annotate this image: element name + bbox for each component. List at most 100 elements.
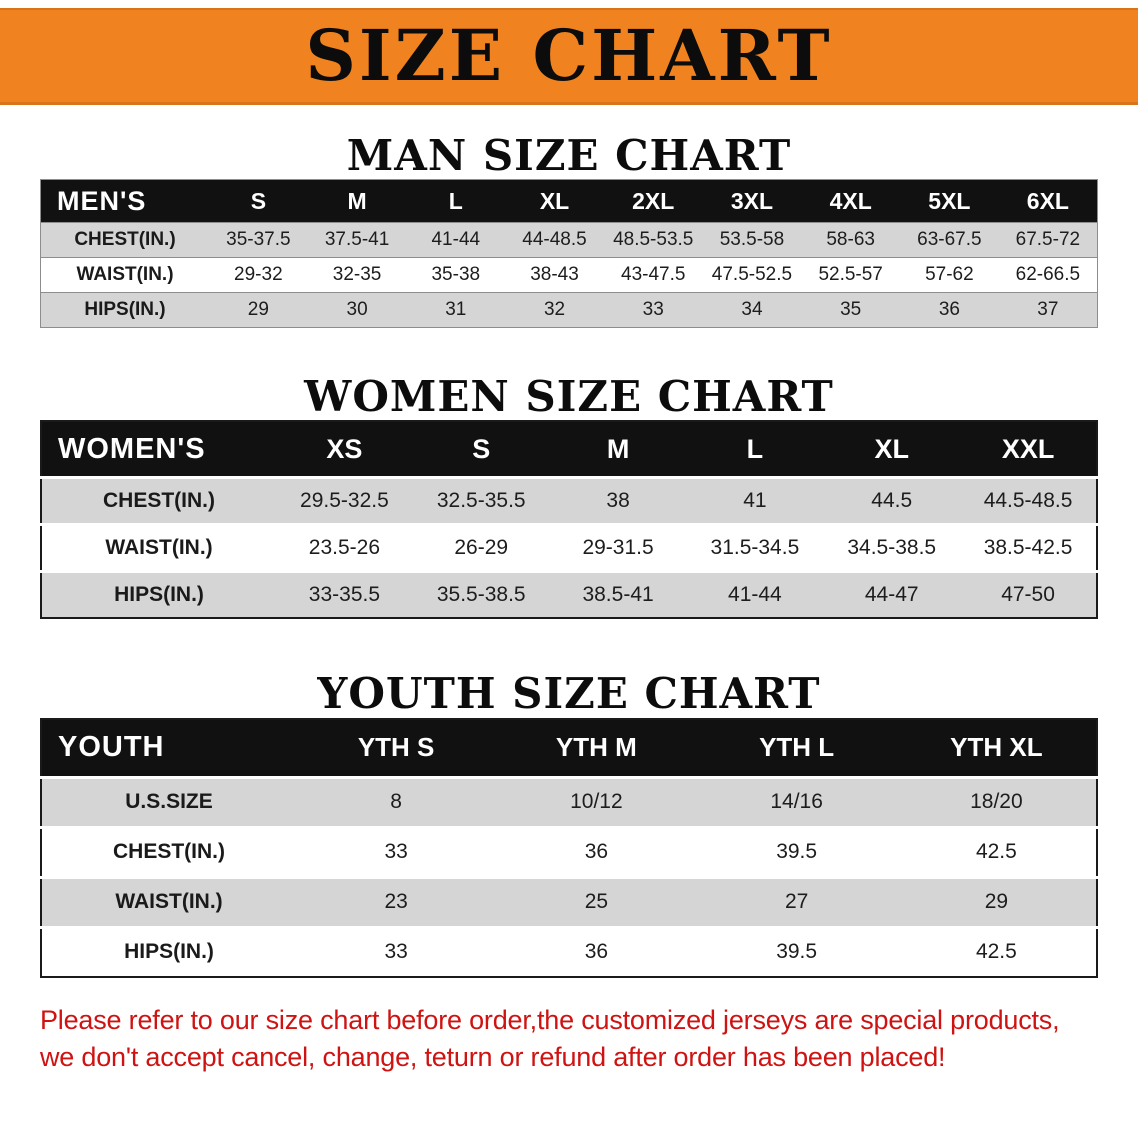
table-corner-label: MEN'S bbox=[40, 179, 209, 224]
row-label: HIPS(IN.) bbox=[41, 570, 276, 619]
size-column-header: XL bbox=[505, 179, 604, 224]
size-value-cell: 47.5-52.5 bbox=[702, 257, 802, 294]
size-column-header: M bbox=[549, 421, 687, 478]
size-value-cell: 30 bbox=[307, 292, 407, 329]
size-value-cell: 47-50 bbox=[960, 570, 1097, 619]
measurement-row: CHEST(IN.) 33 36 39.5 42.5 bbox=[41, 825, 1097, 878]
size-column-header: XL bbox=[823, 421, 961, 478]
size-value-cell: 42.5 bbox=[896, 825, 1097, 878]
size-value-cell: 26-29 bbox=[412, 523, 550, 572]
size-column-header: 6XL bbox=[998, 179, 1098, 224]
size-column-header: L bbox=[686, 421, 824, 478]
size-value-cell: 31.5-34.5 bbox=[686, 523, 824, 572]
size-value-cell: 33 bbox=[296, 925, 497, 977]
size-value-cell: 23 bbox=[296, 875, 497, 928]
size-value-cell: 36 bbox=[496, 825, 697, 878]
size-value-cell: 67.5-72 bbox=[998, 222, 1098, 259]
women-size-section: WOMEN SIZE CHART WOMEN'S XS S M L XL XXL CHEST(… bbox=[0, 372, 1138, 620]
size-value-cell: 36 bbox=[900, 292, 999, 329]
size-value-cell: 25 bbox=[496, 875, 697, 928]
disclaimer-text: Please refer to our size chart before or… bbox=[40, 1002, 1138, 1078]
measurement-row: WAIST(IN.) 23 25 27 29 bbox=[41, 875, 1097, 928]
size-value-cell: 33 bbox=[296, 825, 497, 878]
page-title: SIZE CHART bbox=[305, 14, 833, 97]
size-value-cell: 29-32 bbox=[209, 257, 308, 294]
size-value-cell: 23.5-26 bbox=[276, 523, 413, 572]
size-column-header: YTH S bbox=[296, 718, 497, 778]
measurement-row: WAIST(IN.) 23.5-26 26-29 29-31.5 31.5-34.5 34… bbox=[41, 523, 1097, 572]
size-value-cell: 44.5-48.5 bbox=[960, 476, 1097, 525]
size-value-cell: 29 bbox=[896, 875, 1097, 928]
row-label: CHEST(IN.) bbox=[41, 476, 276, 525]
size-value-cell: 39.5 bbox=[696, 925, 897, 977]
size-value-cell: 29 bbox=[209, 292, 308, 329]
size-value-cell: 57-62 bbox=[900, 257, 999, 294]
size-value-cell: 38-43 bbox=[505, 257, 604, 294]
measurement-row: WAIST(IN.) 29-32 32-35 35-38 38-43 43-47.5 47.… bbox=[40, 257, 1098, 294]
disclaimer-line-1: Please refer to our size chart before or… bbox=[40, 1004, 1060, 1035]
size-column-header: YTH M bbox=[496, 718, 697, 778]
measurement-row: HIPS(IN.) 33-35.5 35.5-38.5 38.5-41 41-44 44-… bbox=[41, 570, 1097, 619]
measurement-row: HIPS(IN.) 33 36 39.5 42.5 bbox=[41, 925, 1097, 977]
size-value-cell: 52.5-57 bbox=[801, 257, 901, 294]
size-value-cell: 27 bbox=[696, 875, 897, 928]
size-value-cell: 10/12 bbox=[496, 775, 697, 828]
size-column-header: S bbox=[209, 179, 308, 224]
size-value-cell: 34.5-38.5 bbox=[823, 523, 961, 572]
size-column-header: L bbox=[406, 179, 506, 224]
size-value-cell: 53.5-58 bbox=[702, 222, 802, 259]
table-corner-label: YOUTH bbox=[41, 718, 296, 778]
women-size-table: WOMEN'S XS S M L XL XXL CHEST(IN.) 29.5-32.5 32.5… bbox=[40, 420, 1098, 620]
size-value-cell: 41 bbox=[686, 476, 824, 525]
size-column-header: 5XL bbox=[900, 179, 999, 224]
measurement-row: CHEST(IN.) 35-37.5 37.5-41 41-44 44-48.5 48.5… bbox=[40, 222, 1098, 259]
size-value-cell: 29-31.5 bbox=[549, 523, 687, 572]
size-value-cell: 32 bbox=[505, 292, 604, 329]
size-value-cell: 38.5-42.5 bbox=[960, 523, 1097, 572]
men-size-table: MEN'S S M L XL 2XL 3XL 4XL 5XL 6XL CHEST(IN.) 35-37… bbox=[40, 179, 1098, 329]
row-label: CHEST(IN.) bbox=[41, 825, 296, 878]
size-value-cell: 62-66.5 bbox=[998, 257, 1098, 294]
size-value-cell: 38.5-41 bbox=[549, 570, 687, 619]
size-column-header: YTH XL bbox=[896, 718, 1097, 778]
size-value-cell: 63-67.5 bbox=[900, 222, 999, 259]
size-value-cell: 44.5 bbox=[823, 476, 961, 525]
size-value-cell: 8 bbox=[296, 775, 497, 828]
size-column-header: 3XL bbox=[702, 179, 802, 224]
size-column-header: M bbox=[307, 179, 407, 224]
size-column-header: 4XL bbox=[801, 179, 901, 224]
size-value-cell: 33 bbox=[603, 292, 703, 329]
size-column-header: S bbox=[412, 421, 550, 478]
table-header-row: MEN'S S M L XL 2XL 3XL 4XL 5XL 6XL bbox=[40, 179, 1098, 224]
measurement-row: HIPS(IN.) 29 30 31 32 33 34 35 36 37 bbox=[40, 292, 1098, 329]
women-section-heading: WOMEN SIZE CHART bbox=[304, 372, 834, 422]
size-value-cell: 41-44 bbox=[406, 222, 506, 259]
row-label: CHEST(IN.) bbox=[40, 222, 209, 259]
size-value-cell: 48.5-53.5 bbox=[603, 222, 703, 259]
measurement-row: CHEST(IN.) 29.5-32.5 32.5-35.5 38 41 44.5 44.5… bbox=[41, 476, 1097, 525]
youth-size-section: YOUTH SIZE CHART YOUTH YTH S YTH M YTH L YTH… bbox=[0, 669, 1138, 978]
youth-size-table: YOUTH YTH S YTH M YTH L YTH XL U.S.SIZE 8 10/12… bbox=[40, 717, 1098, 978]
size-value-cell: 33-35.5 bbox=[276, 570, 413, 619]
youth-section-heading: YOUTH SIZE CHART bbox=[317, 669, 821, 719]
size-value-cell: 14/16 bbox=[696, 775, 897, 828]
size-value-cell: 39.5 bbox=[696, 825, 897, 878]
size-column-header: XXL bbox=[960, 421, 1097, 478]
size-column-header: 2XL bbox=[603, 179, 703, 224]
row-label: WAIST(IN.) bbox=[40, 257, 209, 294]
men-section-heading: MAN SIZE CHART bbox=[346, 131, 792, 180]
size-value-cell: 35-37.5 bbox=[209, 222, 308, 259]
table-header-row: YOUTH YTH S YTH M YTH L YTH XL bbox=[41, 718, 1097, 778]
row-label: U.S.SIZE bbox=[41, 775, 296, 828]
measurement-row: U.S.SIZE 8 10/12 14/16 18/20 bbox=[41, 775, 1097, 828]
size-value-cell: 36 bbox=[496, 925, 697, 977]
size-value-cell: 37 bbox=[998, 292, 1098, 329]
size-value-cell: 31 bbox=[406, 292, 506, 329]
size-value-cell: 38 bbox=[549, 476, 687, 525]
size-column-header: YTH L bbox=[696, 718, 897, 778]
row-label: WAIST(IN.) bbox=[41, 875, 296, 928]
size-value-cell: 29.5-32.5 bbox=[276, 476, 413, 525]
size-value-cell: 42.5 bbox=[896, 925, 1097, 977]
size-chart-banner: SIZE CHART bbox=[0, 8, 1138, 105]
